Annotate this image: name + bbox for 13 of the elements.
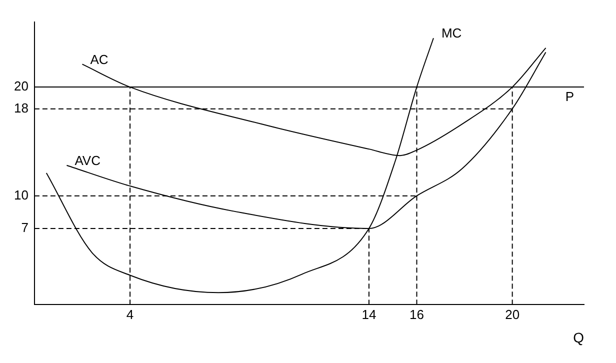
series-label: MC: [441, 26, 462, 41]
x-tick-label: 16: [410, 306, 424, 322]
series-label: AVC: [74, 152, 100, 168]
x-axis-title: Q: [573, 329, 584, 346]
y-tick-label: 18: [14, 100, 28, 116]
y-tick-label: 10: [14, 187, 28, 202]
y-tick-label: 7: [21, 220, 28, 236]
x-tick-label: 14: [362, 306, 376, 322]
y-tick-label: 20: [14, 78, 28, 94]
x-tick-label: 4: [126, 306, 134, 322]
ref-line-label: P: [565, 89, 574, 104]
x-tick-label: 20: [505, 306, 520, 322]
series-label: AC: [90, 52, 108, 67]
